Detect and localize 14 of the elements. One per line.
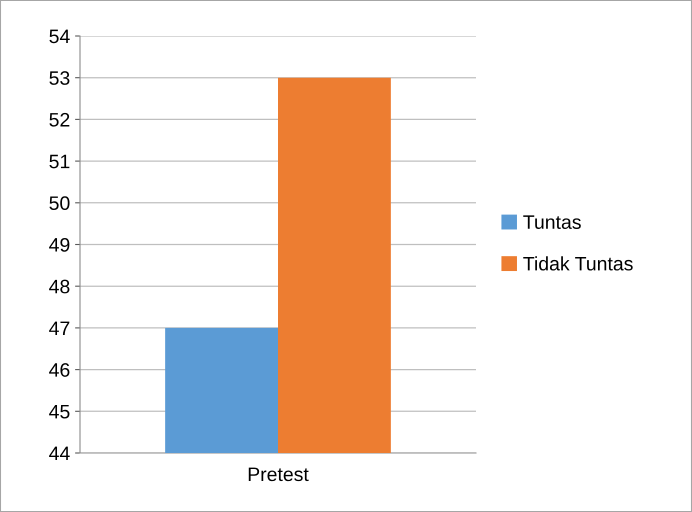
legend-label: Tuntas bbox=[523, 215, 581, 229]
x-tick-label: Pretest bbox=[248, 468, 309, 482]
y-tick-label: 49 bbox=[49, 238, 70, 252]
y-tick-label: 48 bbox=[49, 280, 70, 294]
y-tick-label: 44 bbox=[49, 446, 70, 460]
y-tick-label: 54 bbox=[49, 30, 70, 44]
legend-label: Tidak Tuntas bbox=[523, 256, 633, 271]
y-tick-label: 45 bbox=[49, 404, 70, 419]
y-tick-label: 52 bbox=[49, 112, 70, 127]
y-tick-label: 47 bbox=[49, 322, 70, 335]
y-tick-label: 53 bbox=[49, 71, 70, 85]
y-tick-label: 46 bbox=[49, 363, 70, 377]
y-tick-label: 50 bbox=[49, 196, 70, 210]
y-tick-label: 51 bbox=[49, 154, 70, 168]
